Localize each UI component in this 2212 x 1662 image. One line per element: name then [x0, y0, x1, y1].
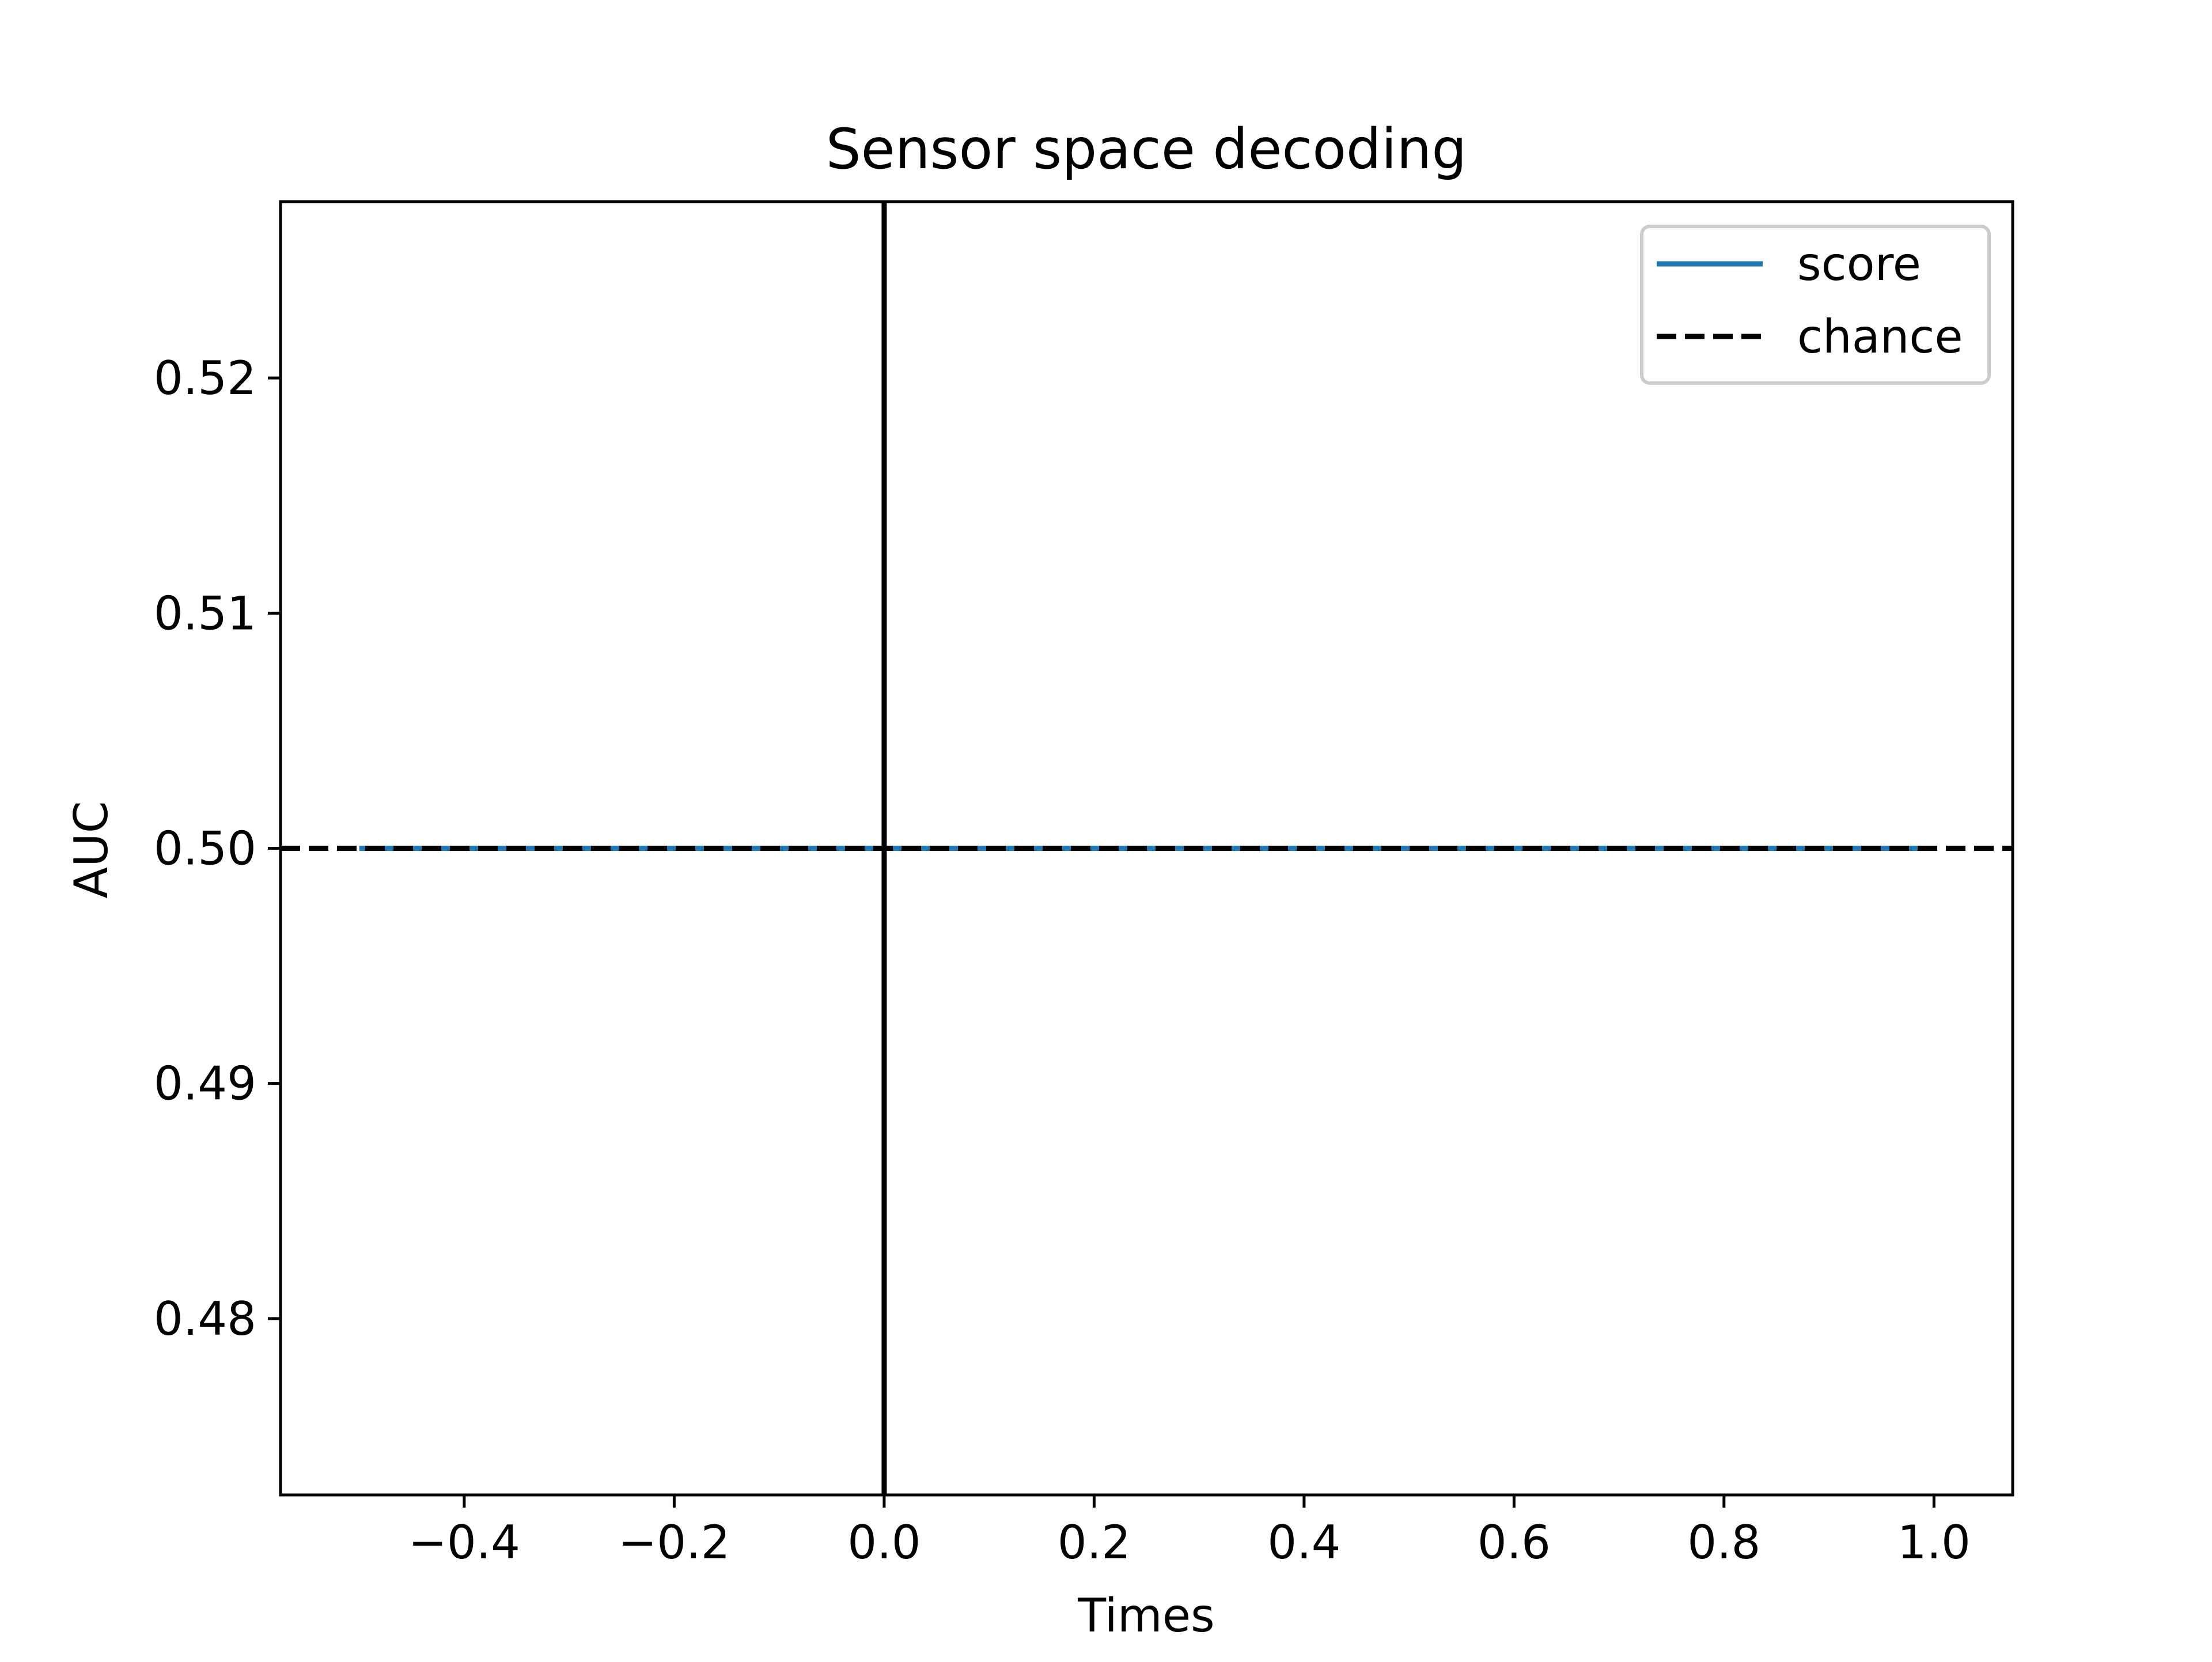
legend: score chance [1640, 225, 1991, 385]
x-tick-label: −0.2 [618, 1516, 730, 1569]
x-tick-label: 0.0 [847, 1516, 921, 1569]
x-tick-label: −0.4 [408, 1516, 520, 1569]
x-tick-label: 1.0 [1897, 1516, 1971, 1569]
y-tick-label: 0.51 [154, 586, 256, 640]
plot-marks [281, 202, 2013, 1495]
x-tick-label: 0.8 [1687, 1516, 1760, 1569]
y-tick-label: 0.50 [154, 822, 256, 876]
y-tick-label: 0.49 [154, 1057, 256, 1111]
axes-layer: −0.4 −0.2 0.0 0.2 0.4 0.6 0.8 1.0 0.48 0.49 0.50 0.… [154, 200, 2014, 1569]
legend-chance-label: chance [1797, 310, 1963, 364]
legend-score-label: score [1797, 237, 1921, 291]
x-axis-label: Times [1077, 1589, 1214, 1642]
y-axis-label: AUC [65, 801, 118, 898]
x-tick-label: 0.2 [1058, 1516, 1131, 1569]
y-tick-label: 0.52 [154, 351, 256, 405]
chart-title: Sensor space decoding [826, 117, 1467, 181]
x-tick-label: 0.4 [1267, 1516, 1340, 1569]
y-tick-label: 0.48 [154, 1292, 256, 1346]
x-tick-label: 0.6 [1478, 1516, 1551, 1569]
